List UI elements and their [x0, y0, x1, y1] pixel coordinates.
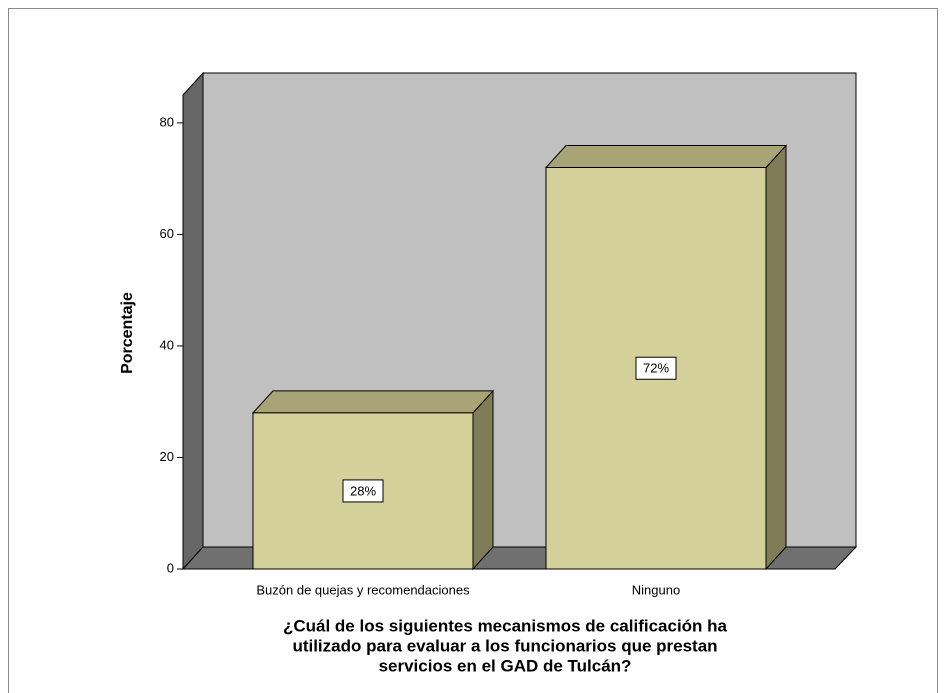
y-tick-label: 0: [167, 560, 174, 575]
value-label-box: [635, 356, 677, 380]
x-tick-label: Buzón de quejas y recomendaciones: [256, 582, 470, 597]
x-axis-label: ¿Cuál de los siguientes mecanismos de ca…: [283, 616, 728, 635]
bar-top: [251, 390, 495, 414]
y-tick-label: 20: [160, 449, 174, 464]
bar-top: [544, 144, 788, 168]
bar-side: [765, 144, 787, 571]
bar-side: [472, 389, 494, 571]
value-label: 72%: [643, 361, 669, 376]
y-tick-label: 60: [160, 226, 174, 241]
y-axis-label: Porcentaje: [119, 292, 136, 374]
y-tick-label: 80: [160, 114, 174, 129]
x-axis-label: utilizado para evaluar a los funcionario…: [292, 636, 717, 655]
value-label-box: [342, 479, 384, 503]
x-tick-label: Ninguno: [632, 582, 680, 597]
x-axis-label: servicios en el GAD de Tulcán?: [379, 656, 632, 675]
left-wall: [182, 71, 204, 571]
value-label: 28%: [350, 483, 376, 498]
y-tick-label: 40: [160, 337, 174, 352]
